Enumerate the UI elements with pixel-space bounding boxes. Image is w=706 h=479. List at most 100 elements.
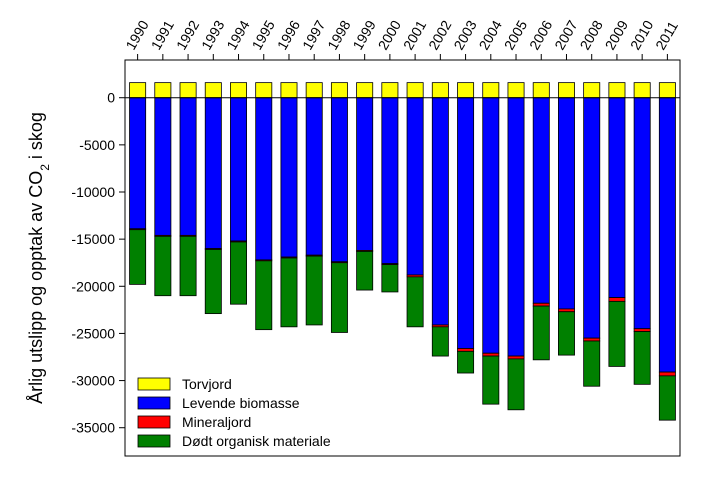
- legend-swatch-1: [137, 396, 171, 410]
- x-tick-label: 2007: [551, 17, 581, 52]
- bar-2003-series-1: [457, 97, 475, 349]
- bar-2006-series-2: [532, 302, 550, 307]
- bar-2009-series-0: [608, 82, 626, 99]
- bar-1994-series-3: [230, 241, 247, 305]
- x-tick-label: 1993: [198, 17, 228, 52]
- bar-2006-series-0: [532, 82, 550, 99]
- bar-1997-series-0: [305, 82, 323, 99]
- legend-swatch-3: [137, 434, 171, 448]
- bar-1993-series-3: [204, 249, 222, 315]
- x-axis: 1990199119921993199419951996199719981999…: [122, 17, 681, 60]
- y-axis: 0 -5000 -10000 -15000 -20000 -25000 -30000 -350…: [71, 90, 125, 436]
- x-tick-label: 2000: [375, 17, 405, 52]
- bar-2009-series-1: [608, 97, 626, 298]
- bar-1999-series-0: [356, 82, 374, 99]
- x-tick-label: 2011: [652, 18, 681, 52]
- bar-2004-series-1: [482, 97, 500, 354]
- bar-1991-series-0: [154, 82, 172, 99]
- bar-2007-series-1: [558, 97, 575, 310]
- bar-2007-series-3: [558, 311, 575, 356]
- y-tick-label: -35000: [71, 420, 115, 436]
- bar-1996-series-1: [280, 97, 298, 258]
- bar-2005-series-1: [507, 97, 525, 357]
- bar-2011-series-1: [658, 97, 676, 373]
- x-tick-label: 1999: [349, 17, 379, 52]
- bar-1990-series-3: [129, 229, 147, 285]
- bar-1992-series-3: [179, 235, 197, 297]
- bar-2006-series-3: [532, 305, 550, 361]
- bar-1990-series-0: [129, 82, 147, 99]
- bar-1999-series-1: [356, 97, 374, 251]
- y-axis-label-tail: i skog: [26, 112, 46, 164]
- bar-2011-series-3: [658, 375, 676, 421]
- bar-2003-series-3: [457, 350, 475, 374]
- bar-2001-series-3: [406, 276, 424, 328]
- bar-2009-series-3: [608, 300, 626, 367]
- legend-label-1: Levende biomasse: [182, 395, 300, 411]
- bar-2008-series-2: [583, 337, 601, 342]
- bar-2007-series-2: [558, 308, 575, 313]
- legend-label-2: Mineraljord: [182, 414, 251, 430]
- bar-2011-series-0: [658, 82, 676, 99]
- y-tick-label: -5000: [79, 137, 115, 153]
- x-tick-label: 2006: [526, 17, 556, 52]
- x-tick-label: 2009: [602, 17, 632, 52]
- x-tick-label: 2008: [576, 17, 606, 52]
- x-tick-label: 1990: [122, 17, 152, 52]
- bar-1998-series-1: [330, 97, 348, 263]
- bar-2003-series-2: [457, 348, 475, 352]
- bar-1995-series-3: [255, 260, 273, 331]
- bar-1993-series-1: [204, 97, 222, 249]
- bar-1990-series-1: [129, 97, 147, 230]
- bar-1994-series-0: [230, 82, 247, 99]
- bar-1996-series-0: [280, 82, 298, 99]
- bar-2010-series-3: [633, 331, 651, 385]
- bar-2000-series-3: [381, 264, 399, 293]
- bar-2009-series-2: [608, 297, 626, 302]
- bar-1995-series-1: [255, 97, 273, 261]
- y-tick-label: -15000: [71, 231, 115, 247]
- y-axis-label: Årlig utslipp og opptak av CO2 i skog: [26, 112, 52, 404]
- bars-group: [129, 82, 676, 421]
- bar-2008-series-1: [583, 97, 601, 339]
- x-tick-label: 1996: [274, 17, 304, 52]
- x-tick-label: 1994: [223, 17, 253, 52]
- bar-1995-series-0: [255, 82, 273, 99]
- bar-2005-series-3: [507, 358, 525, 411]
- bar-1991-series-3: [154, 235, 172, 297]
- bar-2004-series-0: [482, 82, 500, 99]
- legend: Torvjord Levende biomasse Mineraljord Dødt …: [137, 376, 331, 449]
- legend-swatch-2: [137, 415, 171, 429]
- x-tick-label: 1991: [148, 17, 178, 52]
- x-tick-label: 2005: [501, 17, 531, 52]
- bar-1997-series-3: [305, 255, 323, 326]
- y-tick-label: -10000: [71, 184, 115, 200]
- y-tick-label: 0: [107, 90, 115, 106]
- bar-2010-series-0: [633, 82, 651, 99]
- plot-frame: [124, 59, 681, 457]
- y-tick-label: -30000: [71, 373, 115, 389]
- bar-1992-series-1: [179, 97, 197, 236]
- bar-1991-series-1: [154, 97, 172, 236]
- bar-1996-series-3: [280, 257, 298, 328]
- x-tick-label: 1992: [173, 17, 203, 52]
- y-tick-label: -25000: [71, 325, 115, 341]
- bar-2001-series-1: [406, 97, 424, 276]
- bar-2002-series-3: [431, 326, 449, 357]
- x-tick-label: 1997: [299, 17, 329, 52]
- bar-2004-series-3: [482, 355, 500, 405]
- bar-2006-series-1: [532, 97, 550, 304]
- legend-label-3: Dødt organisk materiale: [182, 433, 331, 449]
- bar-2003-series-0: [457, 82, 475, 99]
- x-tick-label: 2004: [476, 17, 506, 52]
- bar-2000-series-0: [381, 82, 399, 99]
- bar-2002-series-1: [431, 97, 449, 326]
- y-tick-label: -20000: [71, 278, 115, 294]
- bar-2002-series-0: [431, 82, 449, 99]
- bar-2000-series-1: [381, 97, 399, 265]
- bar-2001-series-0: [406, 82, 424, 99]
- bar-2011-series-2: [658, 371, 676, 377]
- y-axis-label-main: Årlig utslipp og opptak av CO: [26, 171, 46, 404]
- x-tick-label: 2003: [450, 17, 480, 52]
